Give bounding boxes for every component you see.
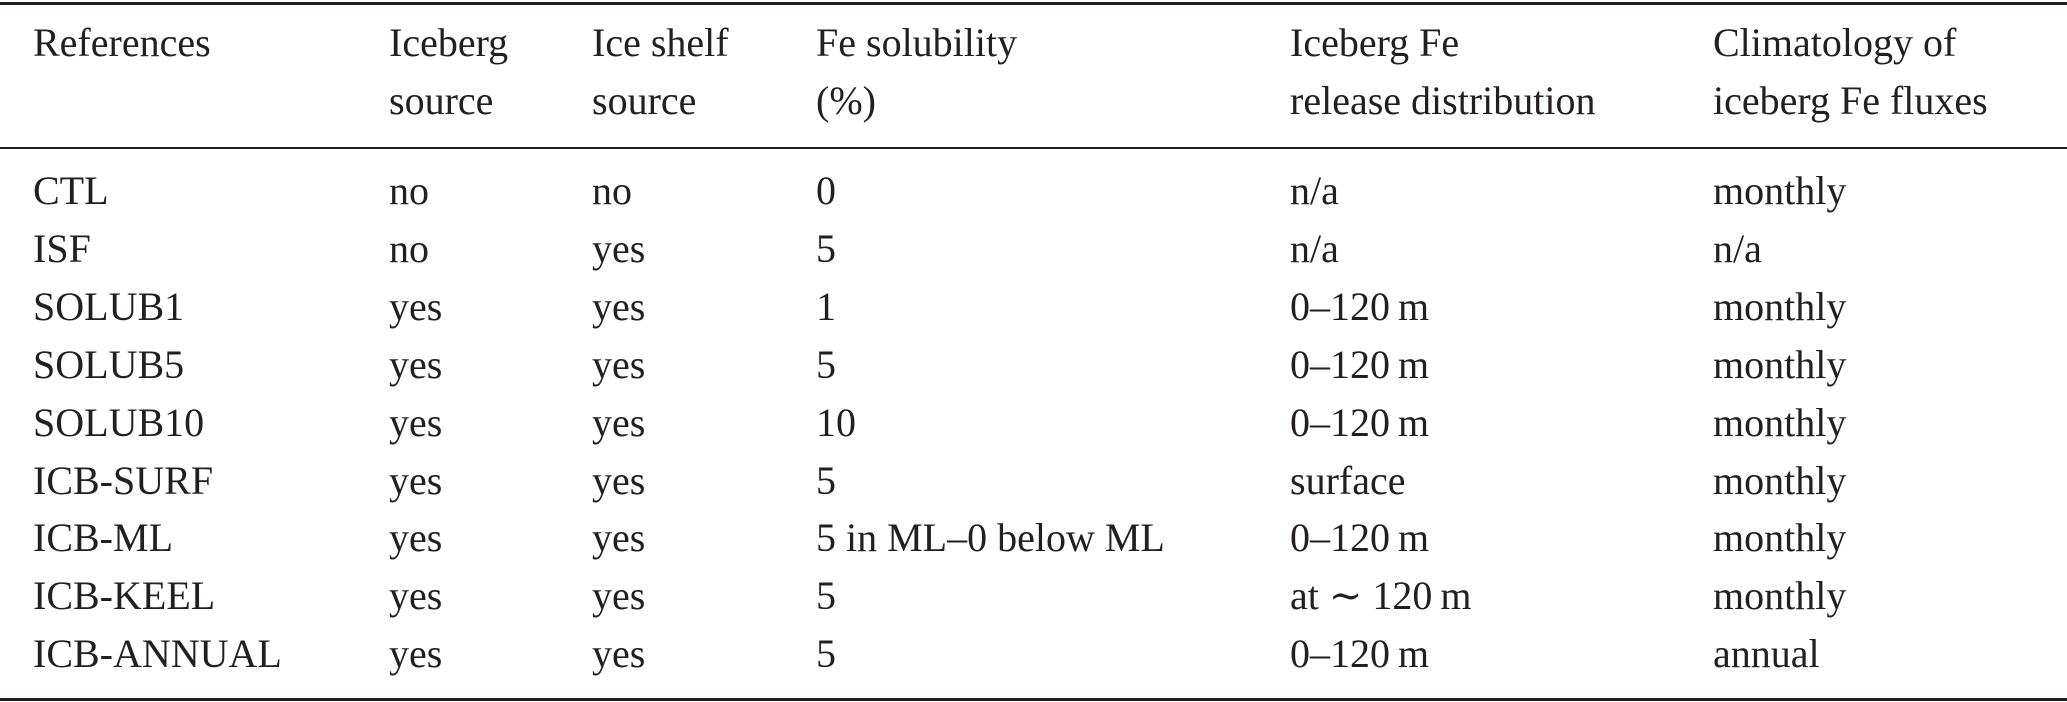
- table-cell: CTL: [33, 168, 109, 213]
- header-cell: Climatology of: [1713, 20, 1957, 65]
- table-cell: SOLUB10: [33, 399, 205, 445]
- table-cell: SOLUB5: [33, 341, 185, 387]
- table-cell: ICB-ML: [33, 515, 173, 561]
- table-cell: annual: [1713, 631, 1820, 677]
- table-cell: 0: [816, 168, 836, 213]
- header-cell: Ice shelf: [592, 20, 729, 65]
- table-cell: yes: [389, 515, 443, 561]
- table-cell: 5 in ML–0 below ML: [816, 515, 1165, 561]
- table-cell: monthly: [1713, 457, 1847, 503]
- header-cell: References: [33, 20, 211, 65]
- table-cell: 5: [816, 457, 836, 503]
- table-cell: yes: [389, 341, 443, 387]
- header-cell: iceberg Fe fluxes: [1713, 78, 1988, 123]
- table-cell: yes: [389, 573, 443, 619]
- table-cell: no: [389, 168, 429, 213]
- table-cell: yes: [592, 341, 646, 387]
- table-cell: 0–120 m: [1290, 631, 1430, 677]
- header-cell: release distribution: [1290, 78, 1596, 123]
- header-cell: source: [389, 78, 494, 123]
- table-cell: yes: [592, 457, 646, 503]
- table-cell: n/a: [1290, 168, 1339, 213]
- header-cell: (%): [816, 78, 876, 123]
- table-cell: surface: [1290, 457, 1406, 503]
- top-rule: [0, 2, 2067, 5]
- table-cell: ICB-ANNUAL: [33, 631, 282, 677]
- table-cell: ISF: [33, 225, 91, 271]
- table-cell: no: [389, 225, 429, 271]
- table-cell: 0–120 m: [1290, 399, 1430, 445]
- table-cell: n/a: [1713, 225, 1762, 271]
- table-cell: yes: [592, 399, 646, 445]
- table-cell: yes: [389, 457, 443, 503]
- table-cell: ICB-KEEL: [33, 573, 216, 619]
- table-cell: 0–120 m: [1290, 341, 1430, 387]
- mid-rule: [0, 147, 2067, 149]
- table-cell: yes: [592, 283, 646, 329]
- table-cell: 5: [816, 225, 836, 271]
- table-cell: n/a: [1290, 225, 1339, 271]
- table-cell: monthly: [1713, 168, 1847, 213]
- table-cell: 10: [816, 399, 856, 445]
- header-cell: source: [592, 78, 697, 123]
- table-cell: 5: [816, 573, 836, 619]
- table-cell: yes: [592, 515, 646, 561]
- table-cell: 5: [816, 631, 836, 677]
- header-cell: Fe solubility: [816, 20, 1018, 65]
- header-cell: Iceberg Fe: [1290, 20, 1460, 65]
- table-cell: monthly: [1713, 573, 1847, 619]
- table-cell: SOLUB1: [33, 283, 185, 329]
- table-cell: 0–120 m: [1290, 515, 1430, 561]
- table-cell: monthly: [1713, 341, 1847, 387]
- table-cell: yes: [389, 399, 443, 445]
- table-cell: yes: [592, 225, 646, 271]
- table-cell: yes: [389, 283, 443, 329]
- table-cell: 0–120 m: [1290, 283, 1430, 329]
- table-cell: monthly: [1713, 515, 1847, 561]
- table-cell: at ∼ 120 m: [1290, 573, 1472, 619]
- table-cell: yes: [592, 573, 646, 619]
- table-cell: 1: [816, 283, 836, 329]
- table-cell: 5: [816, 341, 836, 387]
- header-cell: Iceberg: [389, 20, 509, 65]
- table-cell: monthly: [1713, 283, 1847, 329]
- table-cell: yes: [389, 631, 443, 677]
- table-cell: monthly: [1713, 399, 1847, 445]
- table-cell: yes: [592, 631, 646, 677]
- table-cell: ICB-SURF: [33, 457, 214, 503]
- table-cell: no: [592, 168, 632, 213]
- bottom-rule: [0, 698, 2067, 701]
